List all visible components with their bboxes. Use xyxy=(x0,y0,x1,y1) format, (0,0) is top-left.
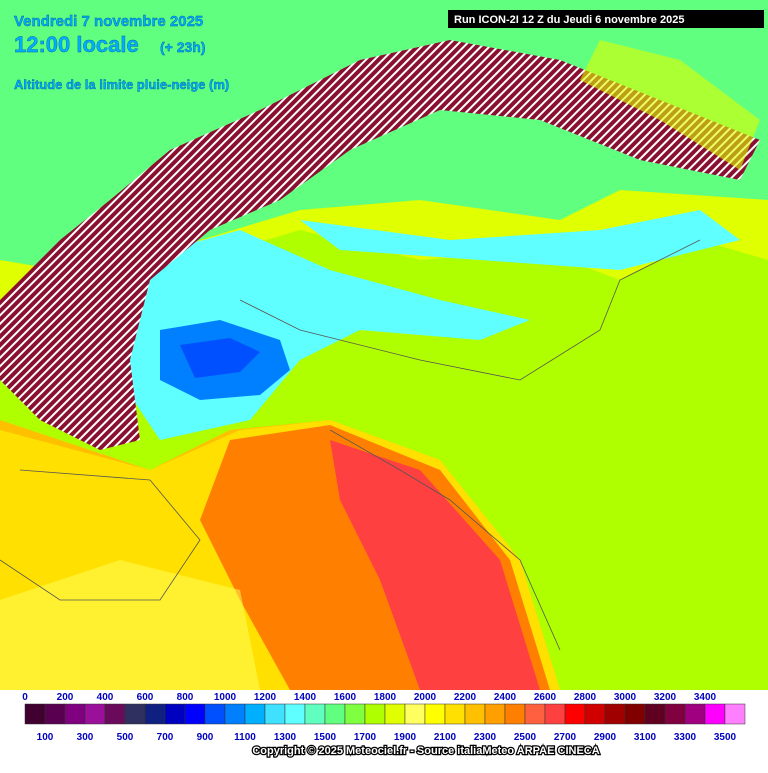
legend-swatch xyxy=(84,703,106,725)
legend-swatch xyxy=(684,703,706,725)
legend-label: 1400 xyxy=(294,692,317,703)
legend-background xyxy=(0,690,768,768)
legend-label: 3500 xyxy=(714,732,737,743)
legend-swatch xyxy=(524,703,546,725)
legend-swatch xyxy=(504,703,526,725)
legend-label: 2300 xyxy=(474,732,497,743)
legend-swatch xyxy=(104,703,126,725)
legend-swatch xyxy=(404,703,426,725)
legend-swatch xyxy=(624,703,646,725)
legend: 0 100 200 300 400 500 600 700 800 900 1000 1100 1200… xyxy=(22,692,746,743)
date: Vendredi 7 novembre 2025 xyxy=(14,13,203,30)
legend-label: 1000 xyxy=(214,692,237,703)
legend-label: 2600 xyxy=(534,692,557,703)
legend-swatch xyxy=(584,703,606,725)
legend-label: 1600 xyxy=(334,692,357,703)
legend-label: 1800 xyxy=(374,692,397,703)
legend-label: 3000 xyxy=(614,692,637,703)
legend-label: 200 xyxy=(57,692,74,703)
legend-label: 3200 xyxy=(654,692,677,703)
legend-label: 1900 xyxy=(394,732,417,743)
run-info: Run ICON-2I 12 Z du Jeudi 6 novembre 202… xyxy=(454,14,684,26)
legend-label: 700 xyxy=(157,732,174,743)
legend-swatch xyxy=(424,703,446,725)
legend-swatch xyxy=(464,703,486,725)
legend-label: 1200 xyxy=(254,692,277,703)
legend-label: 2200 xyxy=(454,692,477,703)
legend-label: 3400 xyxy=(694,692,717,703)
parameter: Altitude de la limite pluie-neige (m) xyxy=(14,77,229,92)
legend-swatch xyxy=(144,703,166,725)
legend-label: 2400 xyxy=(494,692,517,703)
legend-label: 300 xyxy=(77,732,94,743)
legend-label: 800 xyxy=(177,692,194,703)
legend-label: 2900 xyxy=(594,732,617,743)
legend-swatch xyxy=(64,703,86,725)
legend-label: 2800 xyxy=(574,692,597,703)
legend-swatch xyxy=(164,703,186,725)
legend-swatch xyxy=(604,703,626,725)
legend-swatch xyxy=(724,703,746,725)
legend-label: 1300 xyxy=(274,732,297,743)
legend-swatch xyxy=(704,703,726,725)
legend-swatch xyxy=(564,703,586,725)
legend-swatch xyxy=(224,703,246,725)
legend-swatch xyxy=(644,703,666,725)
legend-swatch xyxy=(184,703,206,725)
legend-label: 1500 xyxy=(314,732,337,743)
legend-label: 2500 xyxy=(514,732,537,743)
legend-label: 400 xyxy=(97,692,114,703)
legend-swatch xyxy=(304,703,326,725)
legend-label: 2700 xyxy=(554,732,577,743)
legend-label: 100 xyxy=(37,732,54,743)
legend-swatch xyxy=(264,703,286,725)
legend-label: 900 xyxy=(197,732,214,743)
legend-swatch xyxy=(444,703,466,725)
time-offset: (+ 23h) xyxy=(160,39,206,55)
legend-label: 600 xyxy=(137,692,154,703)
legend-label: 1100 xyxy=(234,732,256,743)
legend-swatch xyxy=(364,703,386,725)
time: 12:00 locale xyxy=(14,32,139,57)
legend-label: 0 xyxy=(22,692,28,703)
legend-swatch xyxy=(384,703,406,725)
legend-label: 1700 xyxy=(354,732,377,743)
legend-swatch xyxy=(324,703,346,725)
legend-label: 3100 xyxy=(634,732,657,743)
legend-swatch xyxy=(664,703,686,725)
legend-label: 500 xyxy=(117,732,134,743)
legend-swatch xyxy=(24,703,46,725)
copyright: Copyright © 2025 Meteociel.fr - Source i… xyxy=(252,745,599,757)
legend-swatch xyxy=(544,703,566,725)
legend-label: 3300 xyxy=(674,732,697,743)
legend-label: 2000 xyxy=(414,692,437,703)
legend-swatch xyxy=(244,703,266,725)
legend-swatch xyxy=(484,703,506,725)
legend-swatch xyxy=(284,703,306,725)
legend-swatch xyxy=(44,703,66,725)
legend-swatch xyxy=(204,703,226,725)
legend-swatch xyxy=(124,703,146,725)
map xyxy=(0,0,768,690)
legend-label: 2100 xyxy=(434,732,457,743)
legend-swatch xyxy=(344,703,366,725)
run-box xyxy=(448,10,764,28)
